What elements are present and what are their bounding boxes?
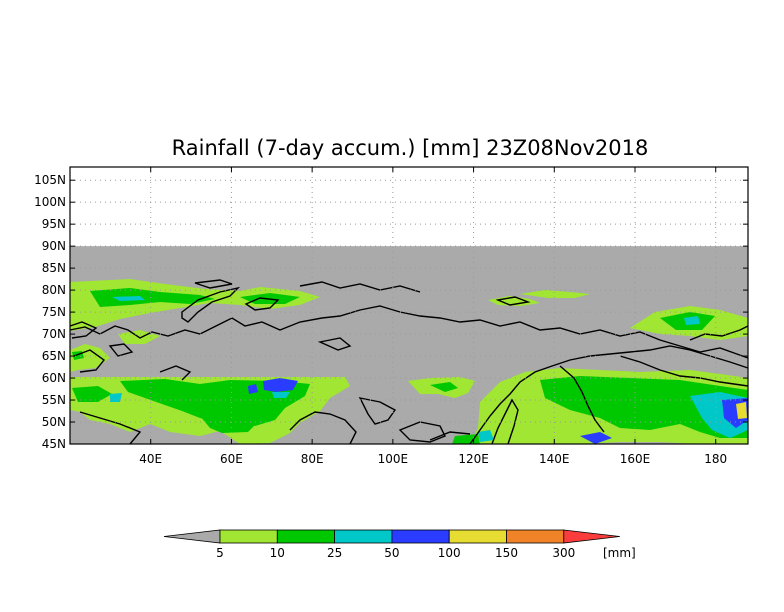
coastline [79, 411, 142, 445]
lat-tick-label: 85N [42, 261, 66, 275]
rain-patch [120, 379, 310, 426]
legend-tick-label: 150 [495, 546, 518, 560]
rain-patch [478, 430, 494, 442]
legend-tick-label: 25 [327, 546, 342, 560]
rain-patch [110, 393, 122, 402]
legend-color-box [219, 529, 278, 544]
rain-patch [72, 386, 112, 402]
coastline [469, 345, 749, 445]
lat-tick-label: 70N [42, 327, 66, 341]
coastline [181, 286, 241, 323]
lon-tick-label: 120E [458, 452, 489, 466]
legend-tick-label: 50 [384, 546, 399, 560]
lon-tick-label: 100E [378, 452, 409, 466]
rainfall-field [70, 279, 748, 444]
lat-tick-label: 100N [34, 195, 66, 209]
coastline [194, 279, 233, 289]
rain-patch [430, 382, 458, 392]
rain-patch [684, 316, 700, 325]
lat-tick-label: 50N [42, 415, 66, 429]
rain-patch [580, 432, 612, 444]
coastline [619, 355, 749, 387]
color-legend: 5 10 25 50 100 150 300 [mm] [163, 529, 636, 560]
coastline [358, 397, 397, 425]
coastline [299, 281, 421, 293]
longitude-axis: 40E 60E 80E 100E 120E 140E 160E 180 [139, 167, 727, 466]
coastline [108, 343, 134, 357]
legend-color-box [448, 529, 507, 544]
map-panel: 40E 60E 80E 100E 120E 140E 160E 180 45N 50N 55N 60… [34, 166, 749, 466]
coastline [429, 431, 471, 441]
rain-patch [272, 392, 290, 398]
coastline [69, 321, 98, 339]
lat-tick-label: 65N [42, 349, 66, 363]
rain-patch [452, 434, 480, 444]
rain-patch [520, 290, 590, 298]
lat-tick-label: 80N [42, 283, 66, 297]
lon-tick-label: 60E [220, 452, 243, 466]
coastline [559, 365, 605, 433]
legend-tick-label: 10 [270, 546, 285, 560]
lon-tick-label: 140E [539, 452, 570, 466]
legend-low-arrow [163, 529, 221, 544]
coastline [289, 411, 357, 445]
legend-tick-label: 5 [216, 546, 224, 560]
coastline [69, 305, 749, 359]
lat-tick-label: 45N [42, 437, 66, 451]
coastline [159, 365, 192, 381]
coastline [689, 325, 749, 341]
coastline [317, 337, 352, 351]
lat-tick-label: 55N [42, 393, 66, 407]
coastline [73, 349, 106, 373]
rain-patch [248, 384, 258, 394]
coastline [244, 297, 280, 311]
legend-unit: [mm] [603, 546, 636, 560]
rain-patch [263, 378, 298, 392]
rain-patch [112, 296, 145, 301]
legend-color-box [276, 529, 335, 544]
grid-lines [70, 167, 748, 445]
legend-high-arrow [563, 529, 620, 544]
lat-tick-label: 75N [42, 305, 66, 319]
rain-patch [736, 402, 747, 419]
lat-tick-label: 95N [42, 217, 66, 231]
lat-tick-label: 105N [34, 173, 66, 187]
rain-patch [70, 344, 110, 372]
legend-color-box [506, 529, 565, 544]
lat-tick-label: 60N [42, 371, 66, 385]
map-frame [69, 166, 749, 445]
latitude-axis: 45N 50N 55N 60N 65N 70N 75N 80N 85N 90N 95N 100N 105… [34, 173, 748, 451]
legend-color-box [334, 529, 393, 544]
map-title: Rainfall (7-day accum.) [mm] 23Z08Nov201… [172, 136, 649, 160]
coastline [491, 398, 519, 445]
lon-tick-label: 80E [301, 452, 324, 466]
lat-tick-label: 90N [42, 239, 66, 253]
legend-tick-label: 300 [552, 546, 575, 560]
lon-tick-label: 180 [704, 452, 727, 466]
lon-tick-label: 40E [139, 452, 162, 466]
lon-tick-label: 160E [620, 452, 651, 466]
rain-patch [488, 296, 540, 306]
rain-patch [90, 288, 215, 307]
coastline [495, 296, 531, 306]
legend-tick-label: 100 [438, 546, 461, 560]
legend-color-box [391, 529, 450, 544]
